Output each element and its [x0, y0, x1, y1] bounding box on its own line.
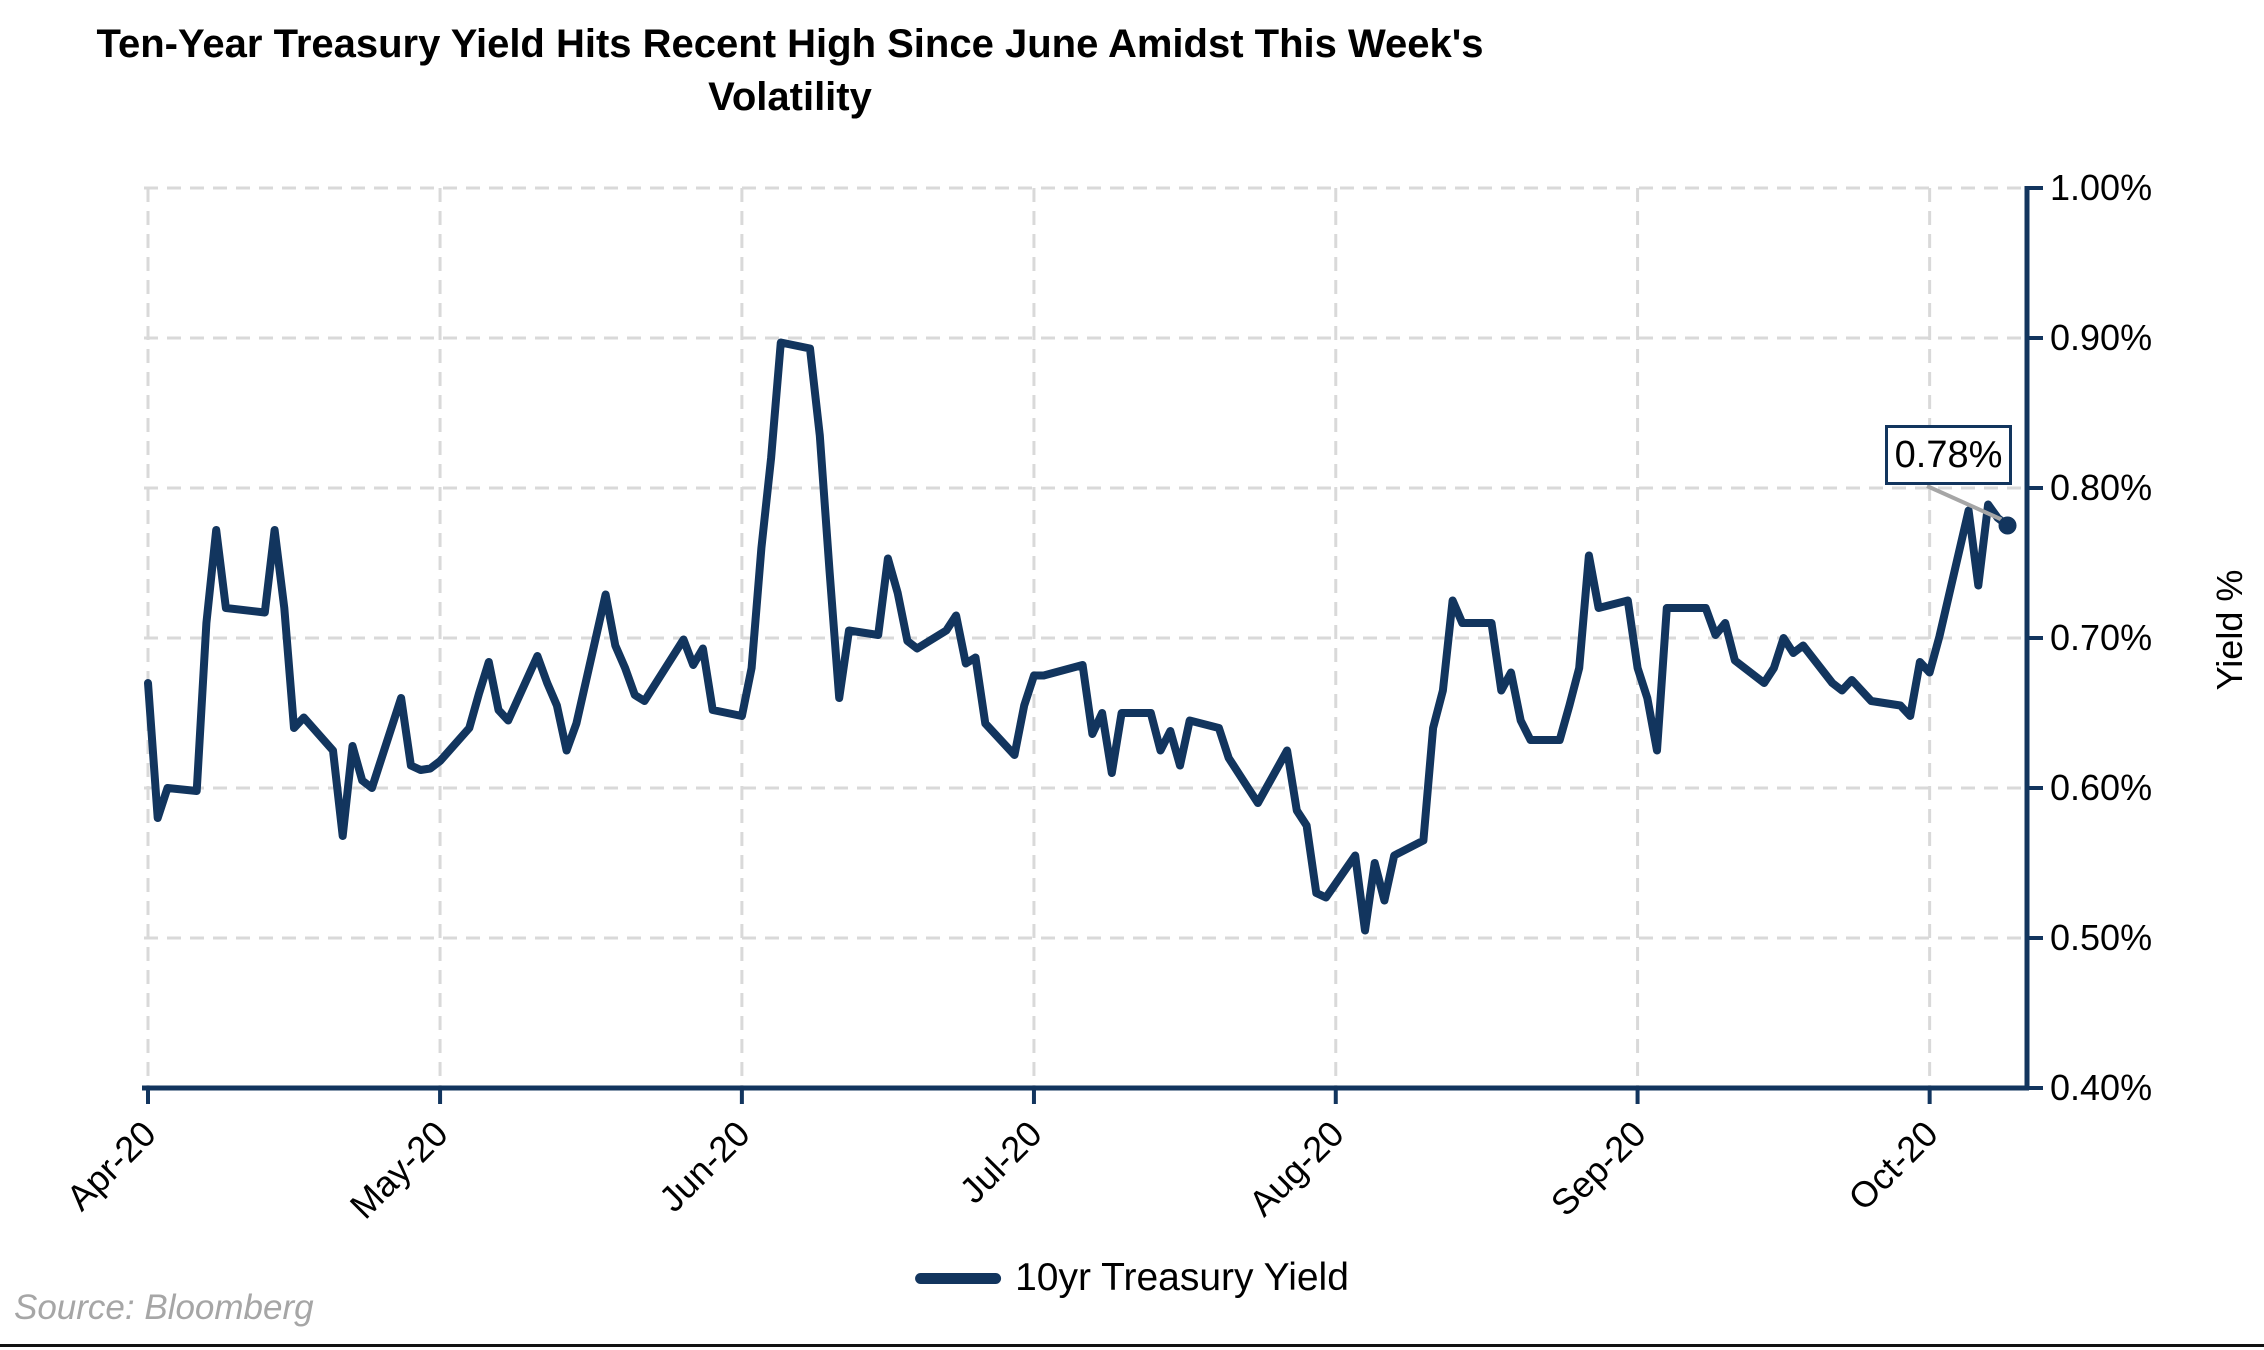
- last-value-callout: 0.78%: [1885, 425, 2012, 485]
- y-tick-label: 0.50%: [2050, 917, 2153, 958]
- source-credit: Source: Bloomberg: [14, 1288, 314, 1327]
- y-tick-label: 0.80%: [2050, 467, 2153, 508]
- y-tick-label: 0.90%: [2050, 317, 2153, 358]
- y-axis-title: Yield %: [2209, 569, 2250, 691]
- y-tick-label: 1.00%: [2050, 167, 2153, 208]
- legend-line-swatch: [915, 1272, 1002, 1284]
- axes: [142, 186, 2043, 1104]
- gridlines: [144, 186, 2027, 1088]
- last-point-marker: [1998, 516, 2017, 535]
- y-tick-label: 0.40%: [2050, 1067, 2153, 1108]
- y-tick-label: 0.60%: [2050, 767, 2153, 808]
- legend: 10yr Treasury Yield: [915, 1256, 1349, 1300]
- series-line-10yr-treasury-yield: [144, 338, 2012, 935]
- chart-title: Ten-Year Treasury Yield Hits Recent High…: [96, 22, 1484, 119]
- last-value-callout-text: 0.78%: [1894, 434, 2003, 476]
- legend-label: 10yr Treasury Yield: [1015, 1256, 1349, 1299]
- bottom-border-line: [0, 1344, 2264, 1347]
- y-tick-label: 0.70%: [2050, 617, 2153, 658]
- callout-leader-line: [1926, 484, 2003, 522]
